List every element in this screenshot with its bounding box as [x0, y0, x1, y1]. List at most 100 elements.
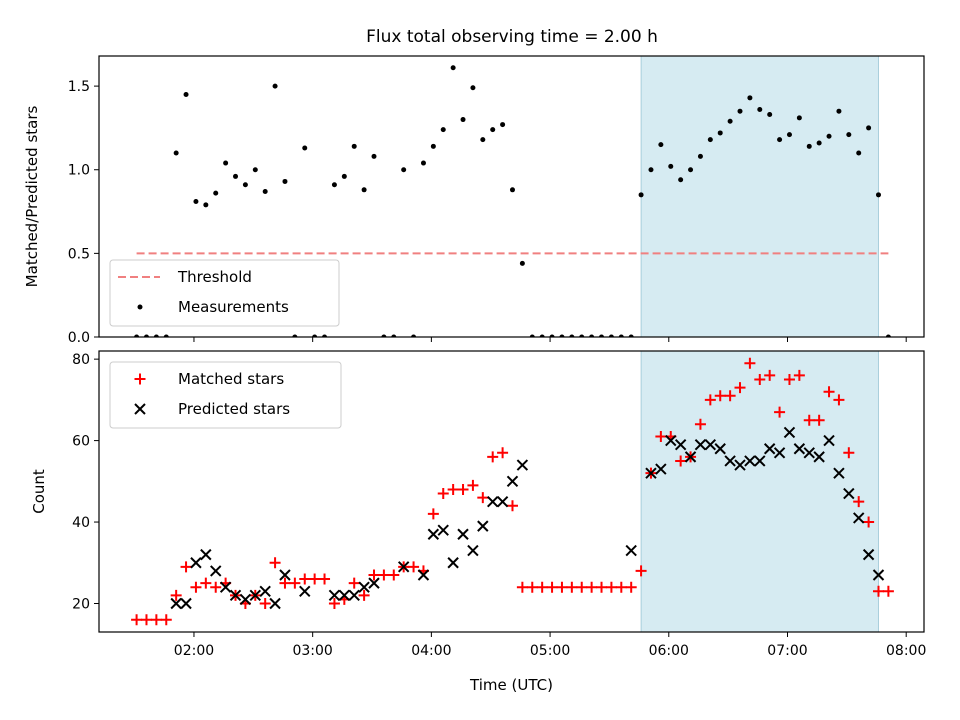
measurement-point [866, 125, 872, 131]
measurement-point [569, 334, 575, 337]
measurement-point [292, 334, 298, 337]
matched-star-point [803, 414, 815, 426]
measurement-point [668, 163, 674, 169]
matched-star-point [853, 496, 865, 508]
x-axis-label: Time (UTC) [469, 676, 553, 694]
observing-window-span [640, 350, 879, 633]
matched-star-point [348, 577, 360, 589]
predicted-star-point [210, 565, 222, 577]
matched-star-point [309, 573, 321, 585]
legend-matched-swatch [134, 373, 146, 385]
measurement-point [836, 108, 842, 114]
matched-star-point [506, 500, 518, 512]
predicted-star-point [665, 434, 677, 447]
predicted-star-point [299, 585, 311, 597]
measurement-point [193, 199, 199, 205]
matched-star-point [675, 455, 687, 467]
legend: Matched stars Predicted stars [109, 361, 342, 429]
x-tick-label: 04:00 [411, 643, 451, 659]
matched-star-point [793, 369, 805, 381]
predicted-star-point [427, 528, 440, 540]
matched-star-point [200, 577, 212, 589]
predicted-star-point [783, 426, 796, 439]
predicted-star-point [249, 589, 262, 602]
measurement-point [490, 127, 496, 133]
predicted-star-point [862, 548, 875, 561]
measurement-point [371, 153, 377, 159]
measurement-point [391, 334, 397, 337]
measurement-point [401, 167, 407, 173]
predicted-star-point [506, 475, 519, 488]
predicted-star-point [744, 455, 756, 467]
matched-star-point [605, 581, 617, 593]
predicted-star-point [833, 467, 845, 479]
predicted-star-point [763, 443, 776, 455]
predicted-star-point [190, 557, 202, 569]
measurement-point [757, 107, 763, 113]
measurement-point [420, 160, 426, 166]
predicted-star-point [843, 487, 855, 500]
measurement-point [381, 334, 387, 337]
y-tick-label: 1.5 [68, 79, 90, 95]
predicted-star-point [368, 577, 380, 589]
data-marks [134, 65, 891, 337]
y-tick-label: 0.5 [68, 246, 90, 262]
measurement-point [233, 173, 239, 179]
matched-star-point [190, 581, 202, 593]
legend-label: Threshold [177, 268, 252, 286]
matched-star-point [655, 431, 667, 443]
matched-star-point [566, 581, 578, 593]
matched-star-point [477, 492, 489, 504]
measurement-point [638, 192, 644, 198]
matched-star-point [783, 374, 795, 386]
y-tick-label: 20 [72, 596, 90, 612]
measurement-point [470, 85, 476, 91]
measurement-point [856, 150, 862, 156]
matched-star-point [744, 357, 756, 369]
predicted-star-point [437, 524, 449, 536]
measurement-point [203, 202, 209, 208]
predicted-star-point [259, 585, 271, 597]
matched-star-point [882, 585, 894, 597]
y-tick-label: 60 [72, 434, 90, 450]
measurement-point [589, 334, 595, 337]
x-tick-label: 08:00 [886, 643, 926, 659]
measurement-point [519, 260, 525, 266]
matched-star-point [536, 581, 548, 593]
measurement-point [767, 112, 773, 118]
y-axis-label: Count [30, 469, 48, 514]
matched-star-point [140, 614, 152, 626]
measurement-point [786, 132, 792, 138]
measurement-point [618, 334, 624, 337]
axes-frame [98, 55, 925, 338]
predicted-star-point [655, 463, 667, 475]
predicted-star-point [694, 438, 707, 451]
measurement-point [361, 187, 367, 193]
y-tick-label: 1.0 [68, 163, 90, 179]
predicted-star-point [328, 589, 341, 602]
data-marks [131, 357, 894, 626]
predicted-star-point [397, 561, 410, 573]
matched-star-point [131, 614, 143, 626]
predicted-star-point [180, 597, 192, 610]
matched-star-point [823, 386, 835, 398]
predicted-star-point [170, 597, 182, 610]
measurement-point [143, 334, 149, 337]
predicted-star-point [674, 438, 687, 451]
measurement-point [539, 334, 545, 337]
measurement-point [697, 153, 703, 159]
matched-star-point [279, 577, 291, 589]
measurement-point [411, 334, 417, 337]
y-tick-label: 0.0 [68, 330, 90, 346]
matched-star-point [724, 390, 736, 402]
measurement-point [173, 150, 179, 156]
measurement-point [599, 334, 605, 337]
measurement-point [717, 130, 723, 136]
measurement-point [509, 187, 515, 193]
measurement-point [747, 95, 753, 101]
x-tick-label: 02:00 [174, 643, 214, 659]
measurement-point [529, 334, 535, 337]
matched-star-point [368, 569, 380, 581]
legend-box [109, 259, 340, 327]
matched-star-point [556, 581, 568, 593]
